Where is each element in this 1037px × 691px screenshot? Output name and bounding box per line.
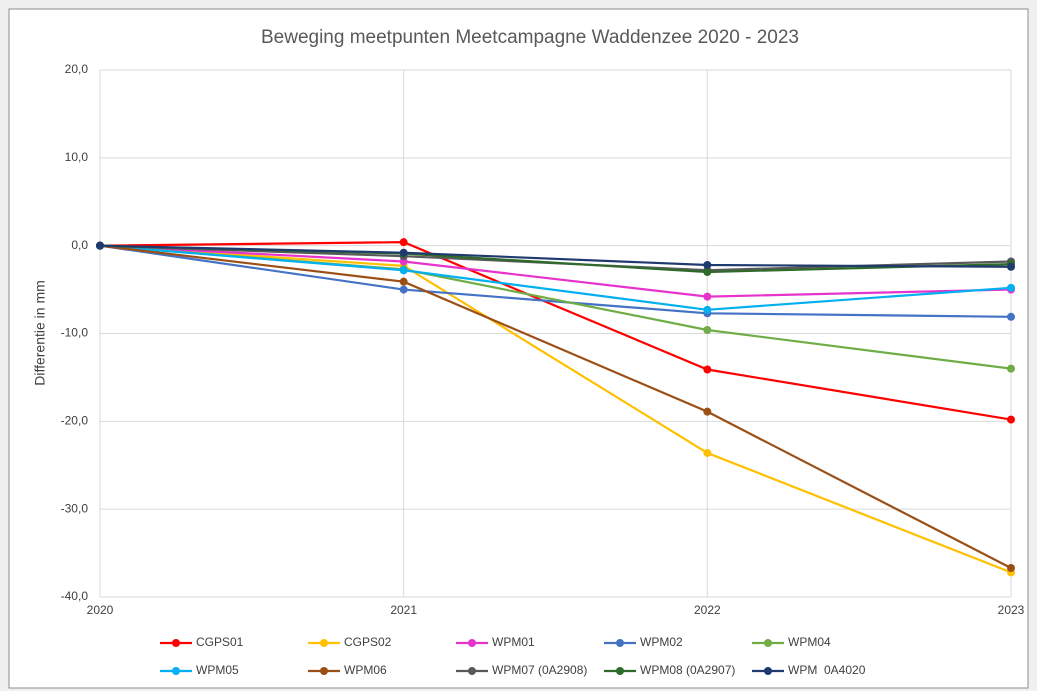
y-tick-label: -40,0 — [61, 589, 89, 603]
series-line — [99, 244, 1012, 298]
legend-label: WPM06 — [344, 663, 387, 677]
data-point — [399, 248, 408, 257]
data-point — [703, 305, 712, 314]
data-point — [399, 285, 408, 294]
data-point — [399, 266, 408, 275]
data-point — [1007, 415, 1015, 424]
data-point — [96, 241, 104, 250]
data-point — [1007, 312, 1015, 321]
legend-marker — [172, 639, 180, 647]
legend-marker — [172, 667, 180, 675]
data-point — [703, 407, 712, 416]
data-point — [1007, 564, 1015, 573]
series-line — [99, 244, 1012, 574]
series-line — [99, 244, 1012, 318]
data-point — [1007, 283, 1015, 292]
legend-marker — [468, 667, 476, 675]
legend-marker — [468, 639, 476, 647]
legend-marker — [616, 639, 624, 647]
data-point — [399, 277, 408, 286]
data-point — [703, 325, 712, 334]
chart-area — [8, 8, 1029, 689]
x-tick-label: 2023 — [998, 603, 1025, 617]
data-point — [703, 365, 712, 374]
data-point — [1007, 262, 1015, 271]
legend-label: WPM02 — [640, 635, 683, 649]
series-line — [99, 241, 1012, 421]
legend-label: WPM04 — [788, 635, 831, 649]
legend-label: WPM07 (0A2908) — [492, 663, 587, 677]
y-tick-label: -10,0 — [61, 326, 89, 340]
legend-label: WPM01 — [492, 635, 535, 649]
y-tick-label: 10,0 — [65, 150, 89, 164]
x-tick-label: 2021 — [390, 603, 417, 617]
legend-label: WPM 0A4020 — [788, 663, 866, 677]
data-point — [703, 448, 712, 457]
y-tick-label: -30,0 — [61, 501, 89, 515]
data-point — [703, 260, 712, 269]
legend-marker — [616, 667, 624, 675]
data-point — [703, 292, 712, 301]
legend-label: WPM08 (0A2907) — [640, 663, 735, 677]
x-tick-label: 2020 — [87, 603, 114, 617]
legend-label: WPM05 — [196, 663, 239, 677]
series-line — [99, 244, 1012, 569]
y-tick-label: 0,0 — [71, 238, 88, 252]
series-line — [99, 244, 1012, 268]
legend-label: CGPS01 — [196, 635, 244, 649]
data-point — [399, 238, 408, 247]
x-tick-label: 2022 — [694, 603, 721, 617]
legend-marker — [320, 667, 328, 675]
y-tick-label: -20,0 — [61, 414, 89, 428]
legend-marker — [764, 667, 772, 675]
legend-label: CGPS02 — [344, 635, 392, 649]
data-point — [1007, 364, 1015, 373]
y-tick-label: 20,0 — [65, 62, 89, 76]
legend-marker — [320, 639, 328, 647]
chart-title: Beweging meetpunten Meetcampagne Waddenz… — [261, 27, 799, 48]
data-point — [703, 268, 712, 277]
y-axis-label: Differentie in mm — [32, 280, 48, 386]
series-line — [99, 244, 1012, 311]
legend-marker — [764, 639, 772, 647]
